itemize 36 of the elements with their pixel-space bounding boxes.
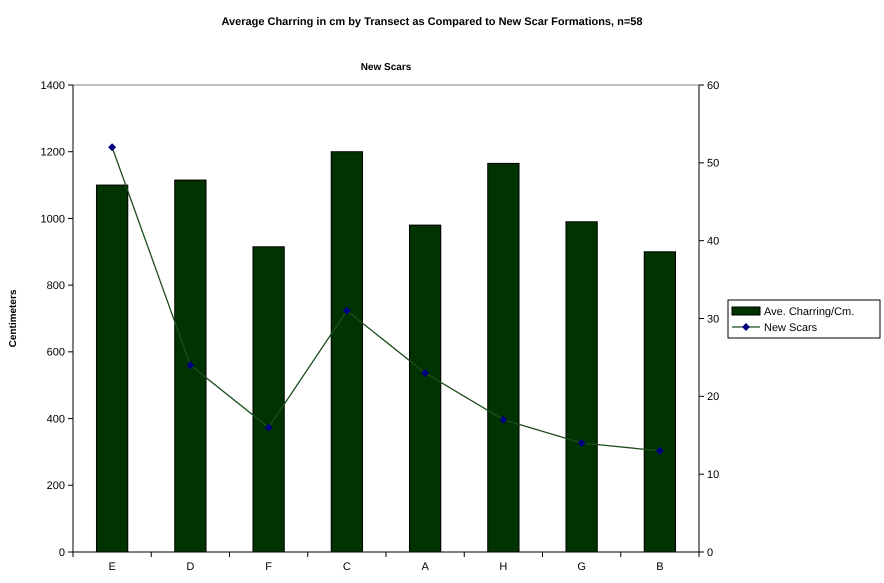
y-tick-label: 0 bbox=[58, 546, 65, 559]
chart-title: Average Charring in cm by Transect as Compared to New Scar Formations, n=58 bbox=[221, 16, 643, 28]
point bbox=[342, 306, 351, 315]
x-tick-label: F bbox=[265, 561, 272, 573]
y-tick-label: 1200 bbox=[40, 146, 65, 159]
point bbox=[656, 446, 664, 455]
y-axis-title: Centimeters bbox=[8, 289, 19, 348]
x-tick-label: C bbox=[342, 561, 351, 573]
legend-label: Ave. Charring/Cm. bbox=[764, 306, 854, 318]
y-tick-label: 600 bbox=[46, 346, 65, 359]
y-tick-label: 800 bbox=[46, 280, 65, 292]
y-tick-label: 1400 bbox=[40, 80, 65, 92]
point bbox=[186, 361, 194, 370]
x-tick-label: H bbox=[499, 561, 508, 573]
point bbox=[421, 369, 430, 377]
x-tick-label: A bbox=[421, 561, 430, 573]
point bbox=[499, 416, 508, 424]
y2-tick-label: 0 bbox=[707, 546, 714, 559]
y-tick-label: 400 bbox=[46, 413, 65, 426]
x-tick-label: E bbox=[108, 561, 116, 573]
x-tick-label: D bbox=[186, 561, 194, 573]
y2-tick-label: 30 bbox=[707, 313, 720, 326]
chart-subtitle: New Scars bbox=[360, 62, 412, 73]
y-tick-label: 1000 bbox=[40, 213, 65, 226]
y-tick-label: 200 bbox=[46, 480, 65, 492]
y2-tick-label: 60 bbox=[707, 80, 720, 92]
y2-tick-label: 50 bbox=[707, 158, 720, 170]
x-tick-label: B bbox=[656, 561, 664, 573]
y2-tick-label: 40 bbox=[707, 236, 720, 248]
point bbox=[578, 439, 586, 447]
y2-tick-label: 20 bbox=[707, 391, 720, 404]
point bbox=[264, 424, 273, 432]
y2-tick-label: 10 bbox=[707, 469, 720, 482]
legend-label: New Scars bbox=[764, 322, 818, 334]
point bbox=[108, 143, 116, 152]
x-tick-label: G bbox=[577, 561, 586, 573]
